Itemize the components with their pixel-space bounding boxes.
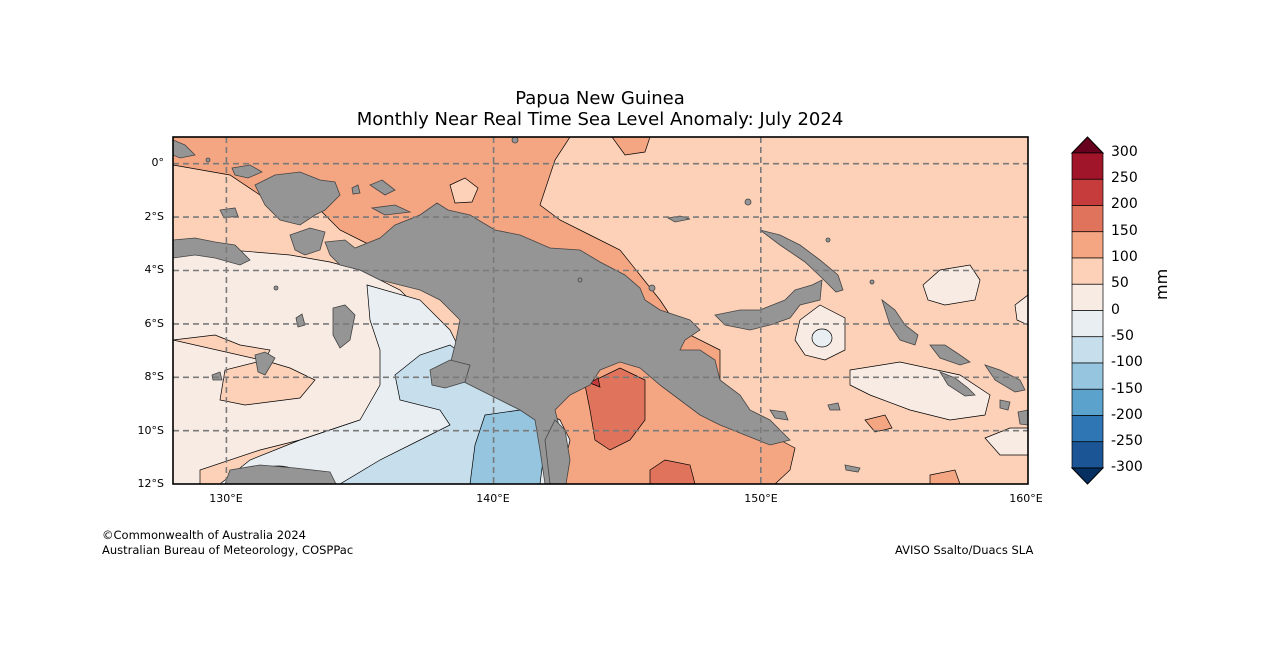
colorbar-bin (1071, 205, 1104, 233)
tanimbar-islands (254, 351, 276, 376)
lat-tick-label: 4°S (144, 263, 164, 276)
anomaly-region-50-100-west (173, 334, 316, 406)
colorbar-tick-label: 300 (1111, 144, 1138, 160)
lat-tick-label: 6°S (144, 317, 164, 330)
lon-tick-label: 130°E (209, 492, 243, 505)
lat-tick-label: 0° (151, 156, 165, 169)
anomaly-region-150-200-south (649, 459, 696, 484)
misool-island (219, 207, 239, 219)
colorbar-bin (1071, 388, 1104, 416)
seram-island (173, 237, 251, 266)
halmahera-island (173, 139, 196, 159)
louisiade-reef (844, 464, 861, 473)
bomberai-peninsula (289, 227, 326, 256)
colorbar-bin (1071, 336, 1104, 364)
waigeo-island (231, 164, 263, 179)
map-subtitle: Monthly Near Real Time Sea Level Anomaly… (356, 109, 844, 130)
data-source-credit: AVISO Ssalto/Duacs SLA (895, 543, 1034, 557)
biak-island (369, 179, 396, 196)
new-britain-island (714, 279, 823, 331)
anomaly-region-neg50-0-east (811, 328, 833, 348)
islet (511, 137, 519, 144)
lat-tick-label: 12°S (137, 477, 164, 490)
yapen-island (370, 204, 412, 216)
new-ireland-island (759, 229, 844, 293)
colorbar-tick-label: -100 (1111, 354, 1143, 370)
colorbar-tick-label: 150 (1111, 223, 1138, 239)
map-frame (172, 136, 1029, 485)
aru-islands (332, 304, 356, 349)
colorbar-bin (1071, 415, 1104, 443)
lon-tick-label: 150°E (744, 492, 778, 505)
anomaly-region-200-250-gulf (589, 377, 601, 388)
colorbar-bin (1071, 310, 1104, 338)
land-masses (173, 137, 1028, 484)
colorbar-tick-label: 50 (1111, 275, 1129, 291)
anomaly-region-100-150-se (929, 469, 961, 484)
colorbar-tick-label: 0 (1111, 302, 1120, 318)
lon-tick-label: 160°E (1009, 492, 1043, 505)
colorbar-bin (1071, 231, 1104, 259)
lat-tick-label: 8°S (144, 370, 164, 383)
anomaly-region-150-200-gulf (584, 367, 646, 451)
colorbar (1070, 136, 1105, 485)
colorbar-tick-label: -50 (1111, 328, 1134, 344)
rossel-island (827, 402, 841, 411)
colorbar-tick-label: -200 (1111, 407, 1143, 423)
lat-tick-label: 10°S (137, 424, 164, 437)
islet (205, 157, 211, 163)
choiseul-island (929, 344, 971, 366)
copyright-credit: ©Commonwealth of Australia 2024 (102, 528, 307, 542)
colorbar-unit-label: mm (1152, 268, 1171, 300)
colorbar-bin (1071, 283, 1104, 311)
colorbar-over-triangle (1070, 136, 1105, 154)
map-title: Papua New Guinea (515, 88, 685, 109)
islet (825, 237, 831, 243)
anomaly-region-100-150-coral (864, 414, 893, 433)
russell-islands (999, 399, 1011, 411)
colorbar-bin (1071, 178, 1104, 206)
dentrecasteaux-islands (769, 409, 789, 421)
anomaly-region-0-50-east (922, 264, 981, 306)
colorbar-bin (1071, 362, 1104, 390)
colorbar-bin (1071, 257, 1104, 285)
arnhem-land-coast (224, 464, 337, 484)
lat-tick-label: 2°S (144, 210, 164, 223)
colorbar-tick-label: 200 (1111, 196, 1138, 212)
colorbar-tick-label: -300 (1111, 459, 1143, 475)
kolepom-island (429, 359, 471, 389)
colorbar-bin (1071, 441, 1104, 469)
islet (648, 284, 656, 292)
graticule (173, 137, 1028, 484)
makira-island (1017, 409, 1028, 426)
anomaly-region-50-100-north (449, 177, 479, 204)
anomaly-region-0-50-se (984, 427, 1028, 456)
colorbar-tick-label: 250 (1111, 170, 1138, 186)
colorbar-tick-label: -150 (1111, 381, 1143, 397)
agency-credit: Australian Bureau of Meteorology, COSPPa… (102, 543, 354, 557)
map-canvas (173, 137, 1028, 484)
islet (869, 279, 875, 285)
new-guinea-island (324, 202, 791, 484)
malaita-island (984, 364, 1026, 393)
islet (273, 285, 279, 291)
islet (577, 277, 583, 283)
colorbar-tick-label: -250 (1111, 433, 1143, 449)
anomaly-region-100-150-ne (611, 137, 651, 156)
numfoor-island (351, 184, 361, 195)
colorbar-tick-label: 100 (1111, 249, 1138, 265)
bougainville-island (881, 298, 919, 346)
islet (744, 198, 752, 206)
lon-tick-label: 140°E (476, 492, 510, 505)
cape-york (544, 419, 571, 484)
colorbar-bin (1071, 152, 1104, 180)
colorbar-under-triangle (1070, 467, 1105, 485)
anomaly-region-0-50-edge (1014, 294, 1028, 326)
